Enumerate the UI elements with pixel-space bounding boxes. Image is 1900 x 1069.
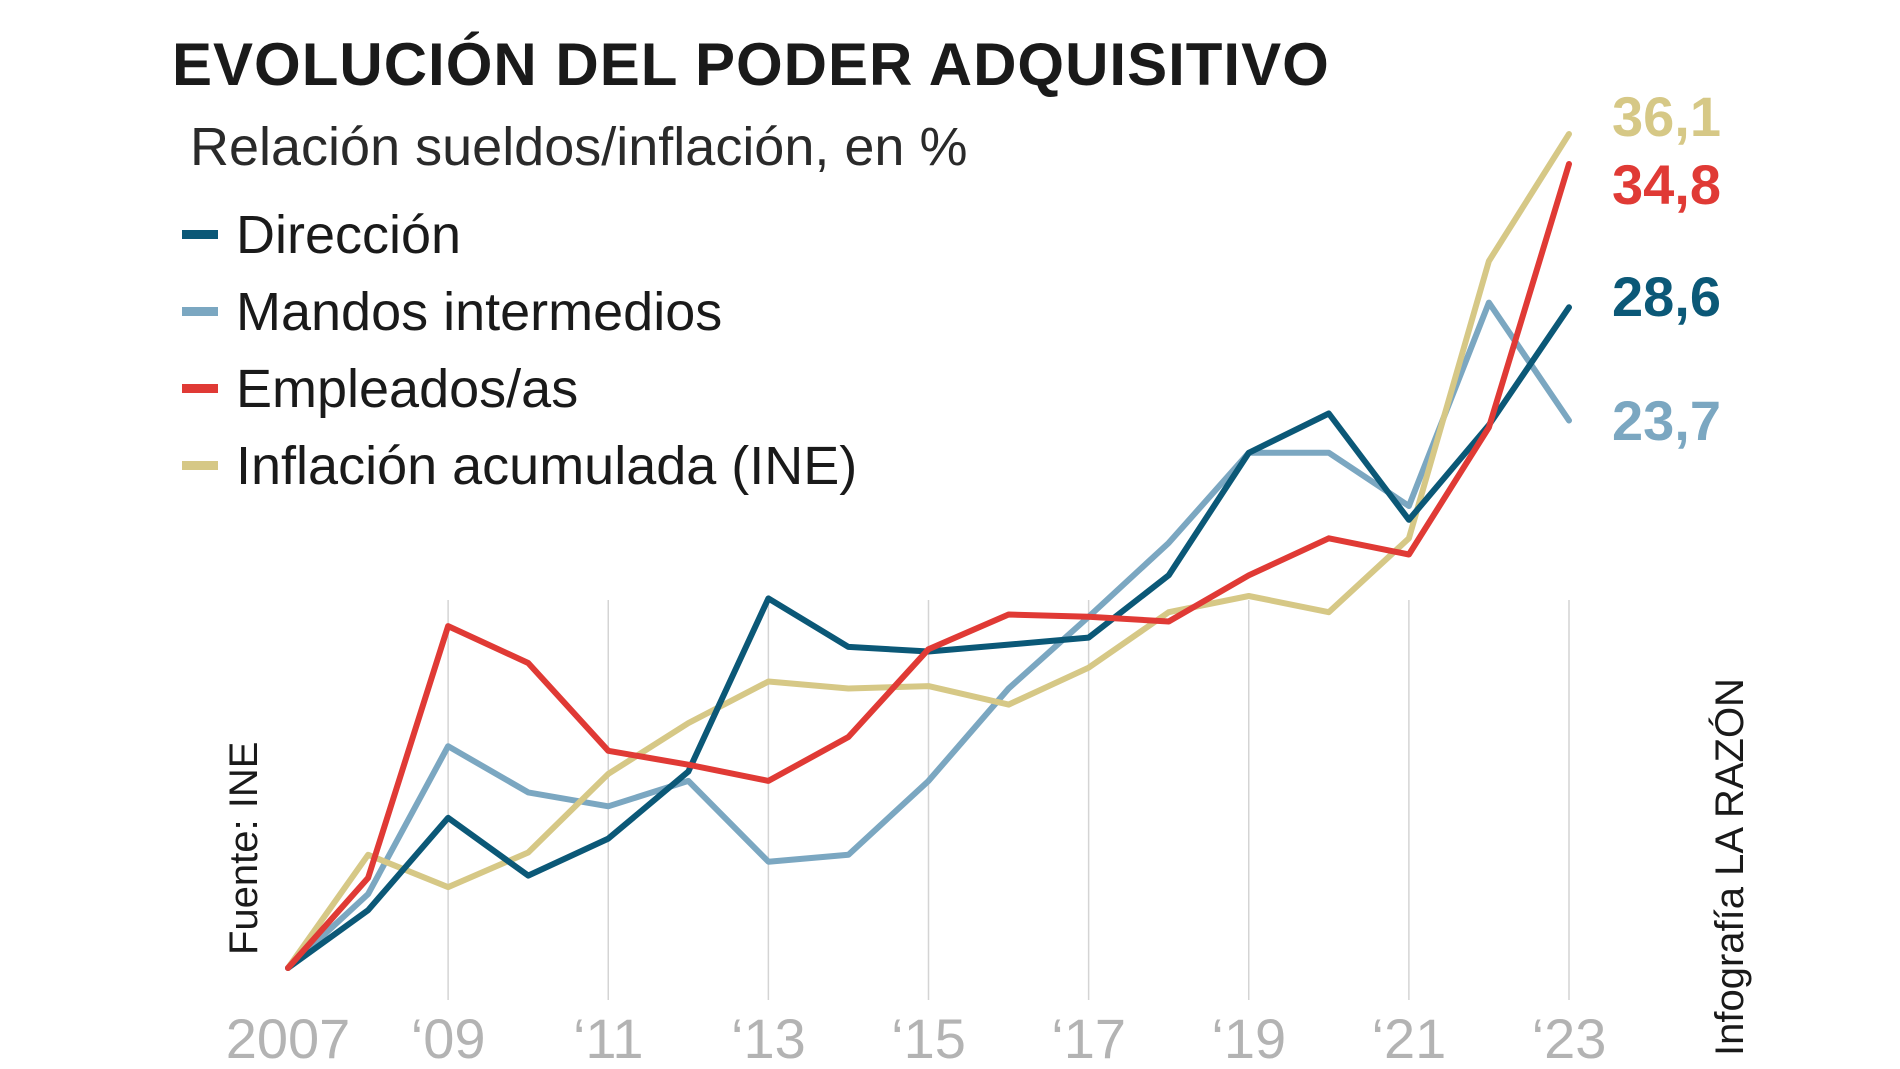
credit-note: Infografía LA RAZÓN	[1708, 678, 1752, 1056]
chart-title: EVOLUCIÓN DEL PODER ADQUISITIVO	[172, 31, 1330, 98]
x-tick-label-2011: ‘11	[573, 1007, 644, 1069]
legend-label-direccion: Dirección	[236, 204, 462, 265]
series-line-mandos	[285, 299, 1572, 971]
end-label-inflacion: 36,1	[1612, 85, 1721, 148]
x-tick-label-2007: 2007	[226, 1007, 351, 1069]
series-line-inflacion	[285, 131, 1572, 971]
x-tick-label-2013: ‘13	[731, 1007, 806, 1069]
x-tick-label-2015: ‘15	[891, 1007, 966, 1069]
legend-item-mandos: Mandos intermedios	[182, 273, 857, 350]
end-label-direccion: 28,6	[1612, 265, 1721, 328]
legend-item-direccion: Dirección	[182, 196, 857, 273]
legend: Dirección Mandos intermedios Empleados/a…	[182, 196, 857, 504]
legend-swatch-mandos	[182, 307, 218, 316]
series-lines	[285, 131, 1572, 971]
series-line-empleados	[285, 161, 1572, 971]
legend-swatch-inflacion	[182, 461, 218, 470]
chart-subtitle: Relación sueldos/inflación, en %	[190, 117, 968, 177]
x-tick-label-2021: ‘21	[1372, 1007, 1447, 1069]
x-tick-label-2009: ‘09	[411, 1007, 486, 1069]
x-tick-label-2019: ‘19	[1211, 1007, 1286, 1069]
end-label-mandos: 23,7	[1612, 389, 1721, 452]
x-tick-label-2023: ‘23	[1532, 1007, 1607, 1069]
legend-swatch-direccion	[182, 230, 218, 239]
source-note: Fuente: INE	[222, 741, 266, 955]
legend-label-mandos: Mandos intermedios	[236, 281, 723, 342]
legend-swatch-empleados	[182, 384, 218, 393]
legend-item-empleados: Empleados/as	[182, 350, 857, 427]
legend-item-inflacion: Inflación acumulada (INE)	[182, 427, 857, 504]
x-axis-ticks: 2007 ‘09 ‘11 ‘13 ‘15 ‘17 ‘19 ‘21 ‘23	[226, 1007, 1607, 1069]
end-label-empleados: 34,8	[1612, 153, 1721, 216]
legend-label-inflacion: Inflación acumulada (INE)	[236, 435, 858, 496]
gridlines	[447, 600, 1570, 1000]
legend-label-empleados: Empleados/as	[236, 358, 579, 419]
x-tick-label-2017: ‘17	[1051, 1007, 1126, 1069]
